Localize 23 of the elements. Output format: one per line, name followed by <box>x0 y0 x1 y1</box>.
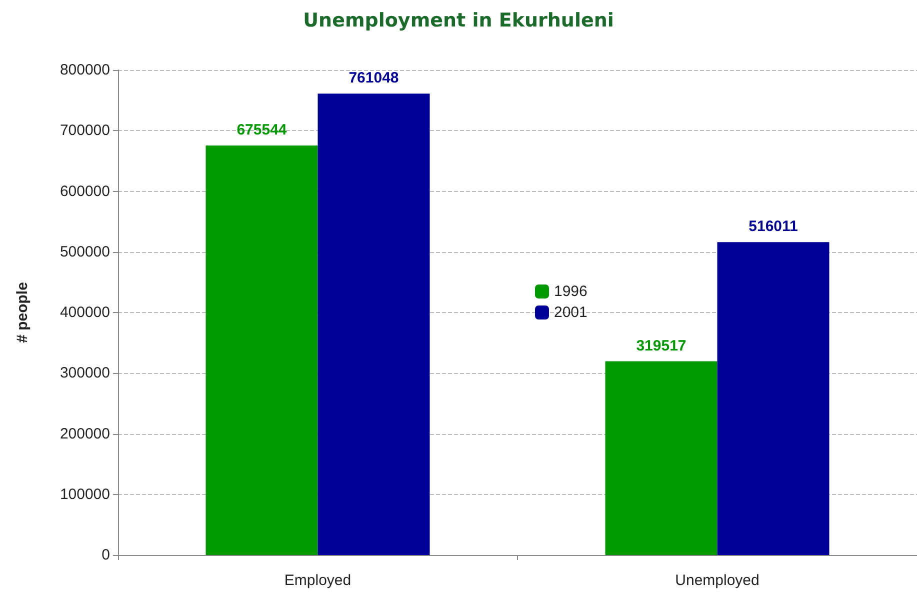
y-tick-label: 600000 <box>60 182 110 200</box>
y-tick-label: 100000 <box>60 486 110 503</box>
y-tick-label: 0 <box>102 546 110 564</box>
chart-title: Unemployment in Ekurhuleni <box>303 10 614 32</box>
x-tick-label: Unemployed <box>675 572 760 589</box>
data-label: 516011 <box>748 218 798 236</box>
data-label: 319517 <box>636 337 686 354</box>
bar <box>318 94 430 555</box>
y-tick-label: 200000 <box>60 425 110 442</box>
bar <box>717 242 830 555</box>
data-label: 761048 <box>348 70 399 87</box>
y-tick-label: 700000 <box>60 122 110 140</box>
y-tick-label: 300000 <box>60 364 110 382</box>
x-tick-label: Employed <box>284 572 352 589</box>
y-axis-title: # people <box>14 282 31 343</box>
bar <box>605 361 718 555</box>
legend-label: 2001 <box>554 304 588 321</box>
y-tick-label: 400000 <box>60 304 110 321</box>
y-tick-label: 500000 <box>60 243 110 260</box>
bar <box>206 145 318 555</box>
data-label: 675544 <box>236 121 288 138</box>
y-tick-label: 800000 <box>60 62 110 78</box>
legend-label: 1996 <box>554 283 588 300</box>
